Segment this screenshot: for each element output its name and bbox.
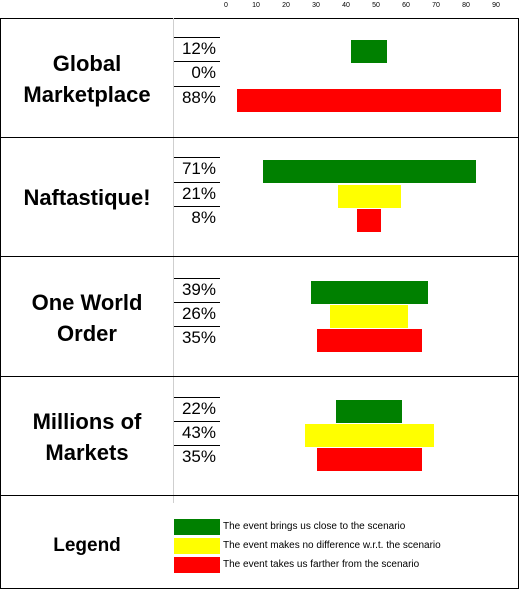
bar-no-difference [304,424,434,447]
bar-farther [316,448,422,471]
scenario-name: Millions of Markets [0,406,174,468]
percent-rule [174,278,220,279]
x-tick-label: 70 [432,2,440,9]
scenario-name: Naftastique! [0,182,174,213]
bar-farther [357,209,381,232]
legend-label-closer: The event brings us close to the scenari… [223,521,406,532]
scenario-name-line: Order [57,320,117,346]
percent-label-closer: 39% [181,280,216,299]
percent-label-no-difference: 26% [181,304,216,323]
x-tick-label: 80 [462,2,470,9]
x-tick-label: 40 [342,2,350,9]
percent-label-no-difference: 21% [181,184,216,203]
bar-closer [310,281,428,304]
section-separator [0,137,519,138]
percent-rule [174,302,220,303]
legend-swatch-closer [174,519,220,535]
scenario-name-line: Naftastique! [23,185,151,210]
scenario-name-line: Marketplace [23,81,151,107]
percent-label-farther: 8% [191,208,216,227]
x-tick-label: 10 [252,2,260,9]
scenario-name-line: Global [52,50,122,76]
x-tick-label: 60 [402,2,410,9]
section-separator [0,495,519,496]
percent-rule [174,157,220,158]
scenario-name: Global Marketplace [0,48,174,110]
scenario-name-line: One World [31,289,143,315]
percent-label-closer: 12% [181,39,216,58]
percent-rule [174,182,220,183]
percent-label-farther: 88% [181,88,216,107]
legend-label-farther: The event takes us farther from the scen… [223,559,420,570]
label-column-separator [173,18,174,503]
percent-label-farther: 35% [181,328,216,347]
chart-frame [0,18,519,589]
percent-rule [174,37,220,38]
x-tick-label: 20 [282,2,290,9]
bar-farther [237,89,501,112]
percent-label-closer: 71% [181,159,216,178]
bar-farther [316,329,422,352]
bar-no-difference [337,185,401,208]
scenario-name: One World Order [0,287,174,349]
x-tick-label: 90 [492,2,500,9]
percent-label-closer: 22% [181,399,216,418]
percent-rule [174,206,220,207]
percent-rule [174,445,220,446]
percent-rule [174,86,220,87]
x-tick-label: 0 [224,2,228,9]
legend-swatch-farther [174,557,220,573]
legend-label-no-difference: The event makes no difference w.r.t. the… [223,540,441,551]
x-tick-label: 30 [312,2,320,9]
bar-closer [351,40,387,63]
bar-closer [262,160,476,183]
percent-rule [174,397,220,398]
percent-rule [174,421,220,422]
percent-label-no-difference: 43% [181,423,216,442]
scenario-name-line: Millions of [32,408,142,434]
percent-label-farther: 35% [181,447,216,466]
legend-title: Legend [53,535,121,556]
bar-closer [336,400,402,423]
scenario-name-line: Markets [45,439,129,465]
section-separator [0,256,519,257]
percent-rule [174,61,220,62]
bar-no-difference [330,305,408,328]
x-tick-label: 50 [372,2,380,9]
percent-rule [174,326,220,327]
percent-label-no-difference: 0% [191,63,216,82]
legend-swatch-no-difference [174,538,220,554]
section-separator [0,376,519,377]
